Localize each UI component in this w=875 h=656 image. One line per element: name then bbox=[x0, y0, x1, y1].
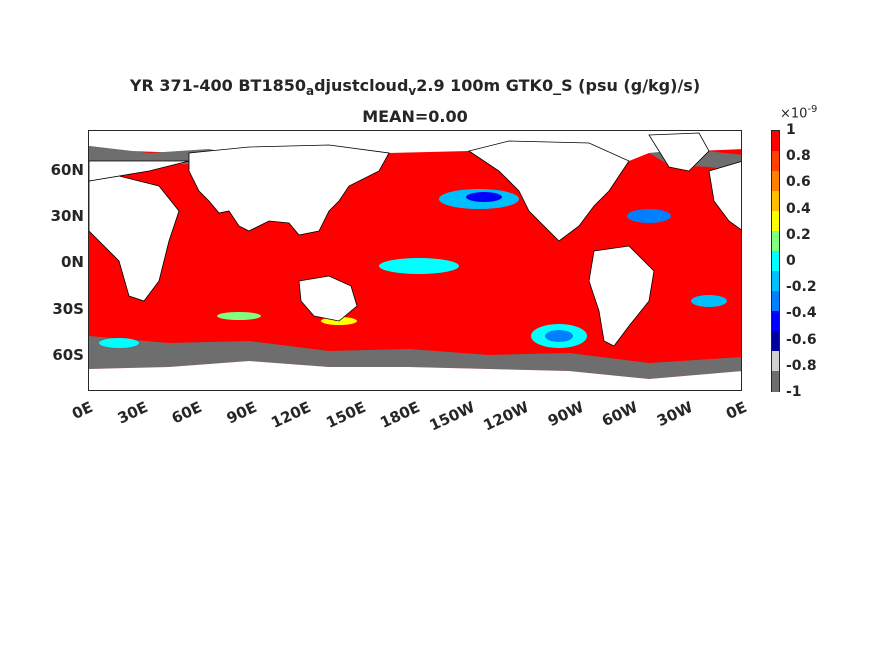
colorbar-multiplier: ×10-9 bbox=[780, 104, 818, 122]
colorbar-segment bbox=[772, 211, 779, 232]
colorbar-segment bbox=[772, 351, 779, 372]
colorbar-tick-label: 0 bbox=[786, 253, 796, 269]
colorbar-segment bbox=[772, 191, 779, 212]
colorbar-segment bbox=[772, 251, 779, 272]
colorbar-tick-label: -0.8 bbox=[786, 357, 817, 374]
colorbar-segment bbox=[772, 131, 779, 152]
latitude-tick-label: 30S bbox=[52, 300, 84, 318]
colorbar-segment bbox=[772, 291, 779, 312]
latitude-tick-label: 30N bbox=[50, 207, 84, 225]
latitude-tick-label: 60N bbox=[50, 161, 84, 179]
colorbar-tick-label: -1 bbox=[786, 384, 802, 400]
colorbar-tick-label: 0.8 bbox=[786, 148, 811, 165]
colorbar-tick-label: 1 bbox=[786, 122, 796, 138]
colorbar-segment bbox=[772, 231, 779, 252]
map-panel bbox=[88, 130, 742, 391]
colorbar-tick-label: -0.4 bbox=[786, 305, 817, 322]
colorbar-segment bbox=[772, 331, 779, 352]
latitude-tick-label: 60S bbox=[52, 346, 84, 364]
figure-subtitle-mean: MEAN=0.00 bbox=[362, 107, 468, 126]
colorbar-segment bbox=[772, 151, 779, 172]
latitude-tick-label: 0N bbox=[61, 253, 84, 271]
colorbar-tick-label: -0.2 bbox=[786, 279, 817, 296]
colorbar-tick-label: 0.4 bbox=[786, 200, 811, 217]
colorbar-tick-label: 0.6 bbox=[786, 174, 811, 191]
ocean-map bbox=[89, 131, 741, 390]
figure-title: YR 371-400 BT1850adjustcloudv2.9 100m GT… bbox=[129, 76, 701, 98]
colorbar-tick-label: 0.2 bbox=[786, 226, 811, 243]
colorbar bbox=[771, 130, 780, 392]
colorbar-segment bbox=[772, 311, 779, 332]
colorbar-segment bbox=[772, 371, 779, 392]
colorbar-segment bbox=[772, 271, 779, 292]
colorbar-tick-label: -0.6 bbox=[786, 331, 817, 348]
colorbar-segment bbox=[772, 171, 779, 192]
